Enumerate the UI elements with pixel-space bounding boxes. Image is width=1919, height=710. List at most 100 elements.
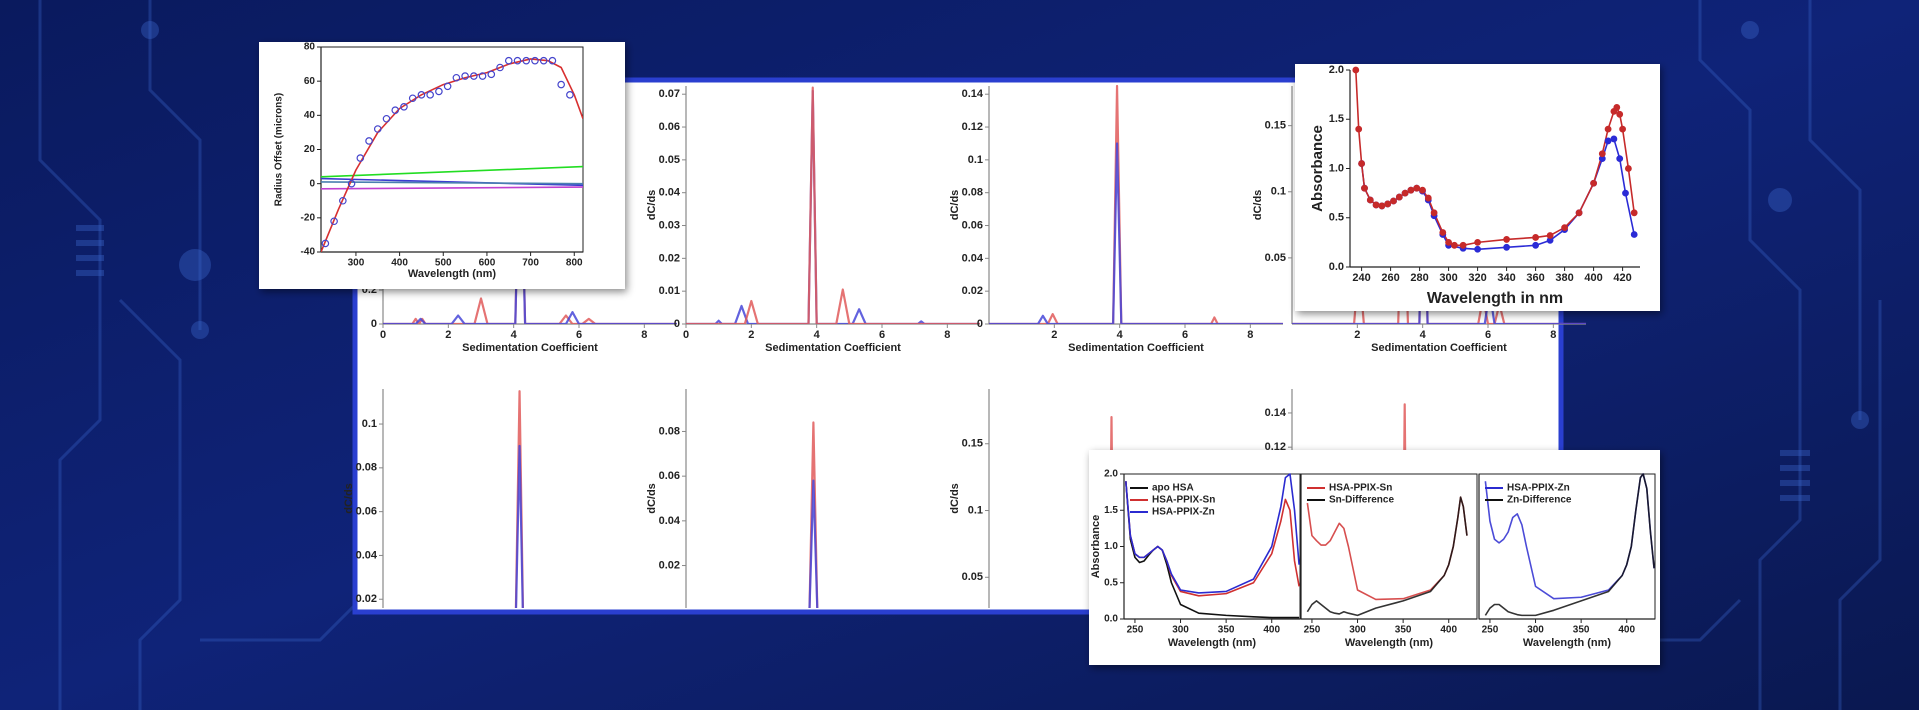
y-axis-label: dC/ds (1252, 190, 1264, 221)
x-tick-label: 4 (511, 329, 518, 341)
x-tick-label: 260 (1381, 272, 1399, 284)
series-line (808, 421, 819, 608)
x-axis-label: Sedimentation Coefficient (1371, 342, 1507, 354)
data-point (557, 80, 565, 89)
data-point (1419, 186, 1426, 194)
series-line (1484, 473, 1655, 617)
x-tick-label: 280 (1410, 272, 1428, 284)
x-tick-label: 400 (1440, 625, 1457, 636)
x-tick-label: 2 (445, 329, 451, 341)
y-tick-label: 0.06 (659, 470, 680, 482)
y-tick-label: 0.02 (659, 559, 680, 571)
data-point (443, 82, 452, 91)
data-point (1532, 241, 1539, 249)
x-tick-label: 350 (1218, 625, 1235, 636)
data-point (1445, 238, 1452, 246)
x-tick-label: 300 (1172, 625, 1189, 636)
y-tick-label: 0.06 (356, 506, 377, 518)
x-tick-label: 0 (380, 329, 386, 341)
x-tick-label: 6 (879, 329, 885, 341)
data-point (513, 56, 522, 65)
chart: 0.02 0.04 0.06 0.08 dC/ds (646, 389, 819, 608)
y-axis-label: dC/ds (949, 483, 961, 514)
y-tick-label: 0.15 (1265, 120, 1286, 132)
x-tick-label: 700 (522, 258, 539, 269)
y-tick-label: 0.14 (1265, 407, 1287, 419)
legend-label: HSA-PPIX-Sn (1152, 495, 1215, 506)
y-tick-label: 1.5 (1104, 505, 1118, 516)
y-axis-label: dC/ds (646, 190, 658, 221)
y-tick-label: 0.5 (1329, 212, 1344, 224)
y-tick-label: 0.01 (659, 285, 680, 297)
data-point (1630, 209, 1638, 217)
data-point (1372, 201, 1380, 209)
y-tick-label: 0.07 (659, 88, 680, 100)
x-tick-label: 4 (814, 329, 821, 341)
data-point (531, 56, 539, 65)
y-tick-label: 1.0 (1104, 541, 1118, 552)
x-tick-label: 350 (1395, 625, 1412, 636)
x-tick-label: 400 (391, 258, 408, 269)
y-tick-label: 0.04 (962, 252, 984, 264)
y-tick-label: 0.08 (659, 425, 680, 437)
x-tick-label: 350 (1573, 625, 1590, 636)
data-point (408, 94, 417, 103)
data-point (1575, 209, 1583, 217)
series-group (1306, 496, 1468, 617)
x-tick-label: 4 (1420, 329, 1427, 341)
x-tick-label: 600 (479, 258, 496, 269)
data-point (365, 137, 373, 145)
data-point (1604, 137, 1612, 145)
x-axis-label: Sedimentation Coefficient (462, 342, 598, 354)
data-point (1355, 125, 1363, 133)
y-tick-label: 20 (304, 144, 316, 155)
y-tick-label: 1.0 (1329, 162, 1344, 174)
series-line (1306, 496, 1468, 617)
data-point (452, 73, 461, 82)
y-axis-label: Absorbance (1090, 515, 1102, 579)
x-tick-label: 0 (683, 329, 689, 341)
chart: -40 -20 0 20 40 60 80 300 400 500 600 700 800 Radius … (259, 42, 625, 289)
data-point (522, 56, 531, 65)
data-point (478, 72, 487, 80)
y-tick-label: 0.05 (1265, 252, 1286, 264)
data-point (1439, 229, 1447, 236)
series-group (514, 390, 525, 608)
x-tick-label: 8 (944, 329, 950, 341)
y-tick-label: 0.12 (962, 121, 983, 133)
y-axis-label: dC/ds (949, 190, 961, 221)
data-point (1561, 224, 1568, 232)
chart: 0.02 0.04 0.06 0.08 0.1 dC/ds (343, 389, 525, 608)
chart: 0.05 0.1 0.15 dC/ds (949, 389, 1115, 608)
data-point (1503, 243, 1510, 251)
x-tick-label: 2 (1354, 329, 1360, 341)
data-point (487, 70, 496, 79)
inset-card (1089, 450, 1660, 665)
x-tick-label: 6 (1182, 329, 1188, 341)
data-point (1625, 165, 1632, 172)
x-axis-label: Wavelength (nm) (408, 268, 497, 280)
x-tick-label: 340 (1497, 272, 1515, 284)
series-line (989, 142, 1283, 324)
data-point (1630, 231, 1638, 238)
data-point (1474, 238, 1481, 246)
series-line (321, 177, 583, 187)
series-line (808, 479, 819, 608)
y-tick-label: 0.06 (659, 121, 680, 133)
y-tick-label: 40 (304, 110, 316, 121)
chart: 0.05 0.1 0.15 2 4 6 8 dC/ds Sedimentation Coeffi… (1252, 84, 1586, 354)
y-tick-label: 2.0 (1104, 469, 1118, 480)
chart: 0.0 0.5 1.0 1.5 2.0 240 260 280 300 320 340 360 380 4… (1295, 64, 1660, 311)
y-tick-label: 0.0 (1329, 261, 1344, 273)
data-point (1616, 110, 1624, 118)
data-point (1474, 245, 1481, 253)
y-tick-label: 0.08 (356, 462, 377, 474)
series-group (1108, 415, 1115, 608)
y-tick-label: 0 (977, 318, 983, 330)
data-point (1616, 155, 1624, 163)
y-tick-label: 0.1 (362, 418, 377, 430)
data-point (373, 125, 382, 133)
circuit-nodes (76, 21, 1869, 501)
series-line (989, 84, 1283, 324)
